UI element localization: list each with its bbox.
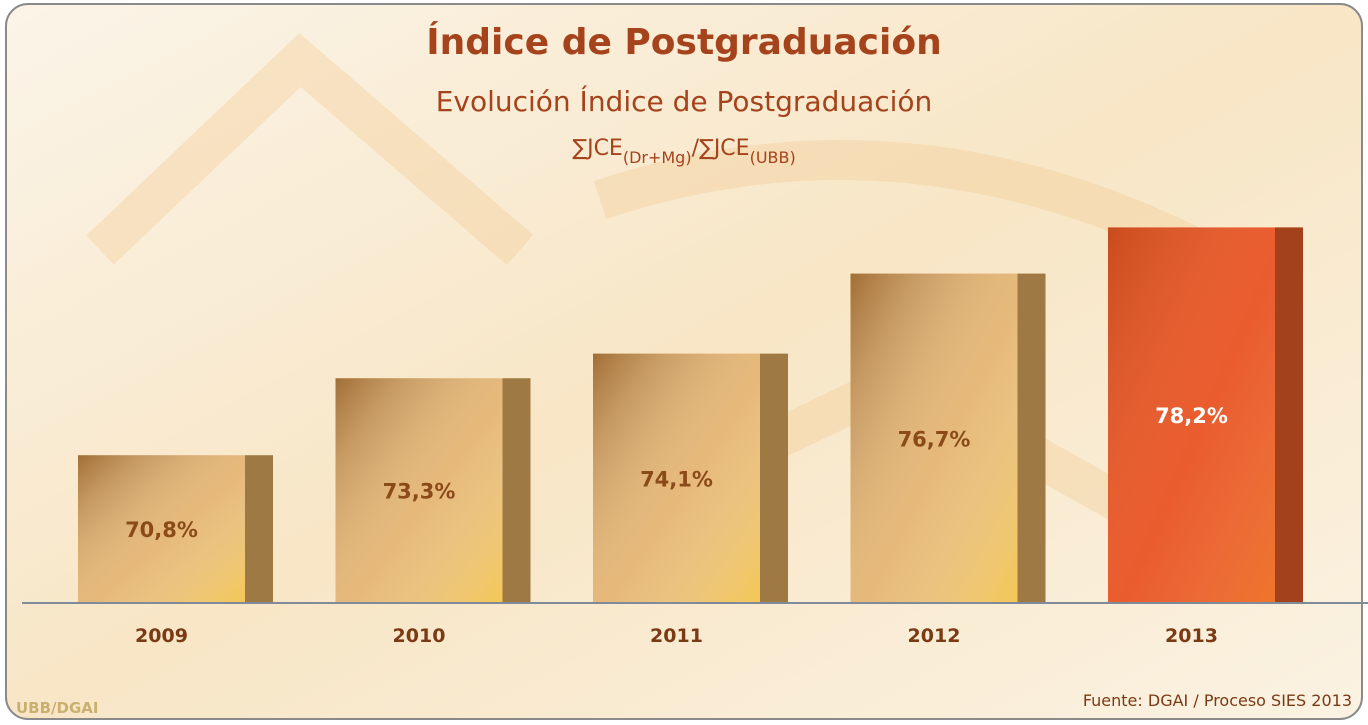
- formula-sub: (UBB): [750, 148, 796, 167]
- bar-shade: [593, 353, 760, 603]
- x-tick-label: 2011: [650, 625, 703, 647]
- bar-side: [502, 378, 531, 603]
- bar-shade: [78, 455, 245, 603]
- formula-part: ∑JCE: [572, 136, 623, 161]
- x-tick-label: 2009: [135, 625, 188, 647]
- bar-side: [1017, 273, 1046, 603]
- logo: UBB/DGAI: [16, 699, 98, 717]
- formula-part: /∑JCE: [692, 136, 750, 161]
- bar-side-shade: [1017, 273, 1046, 603]
- x-tick-label: 2013: [1165, 625, 1218, 647]
- bar-side-shade: [1275, 227, 1303, 603]
- x-tick-label: 2012: [908, 625, 961, 647]
- x-tick-label: 2010: [393, 625, 446, 647]
- bar-shade: [335, 378, 503, 603]
- bar-side-shade: [760, 353, 788, 603]
- chart-title: Índice de Postgraduación: [426, 21, 941, 63]
- value-label: 78,2%: [1155, 404, 1228, 428]
- value-label: 76,7%: [898, 427, 971, 451]
- bar-side: [760, 353, 788, 603]
- bar-side-shade: [245, 455, 273, 603]
- chart-subtitle: Evolución Índice de Postgraduación: [436, 84, 933, 118]
- value-label: 70,8%: [125, 518, 198, 542]
- value-label: 74,1%: [640, 467, 713, 491]
- bar-side: [245, 455, 273, 603]
- bar-shade: [850, 273, 1018, 603]
- bar-shade: [1108, 227, 1275, 603]
- bar-side: [1275, 227, 1303, 603]
- formula: ∑JCE(Dr+Mg)/∑JCE(UBB): [572, 136, 795, 167]
- bar-side-shade: [502, 378, 531, 603]
- formula-sub: (Dr+Mg): [623, 148, 692, 167]
- value-label: 73,3%: [383, 480, 456, 504]
- source: Fuente: DGAI / Proceso SIES 2013: [1083, 691, 1352, 710]
